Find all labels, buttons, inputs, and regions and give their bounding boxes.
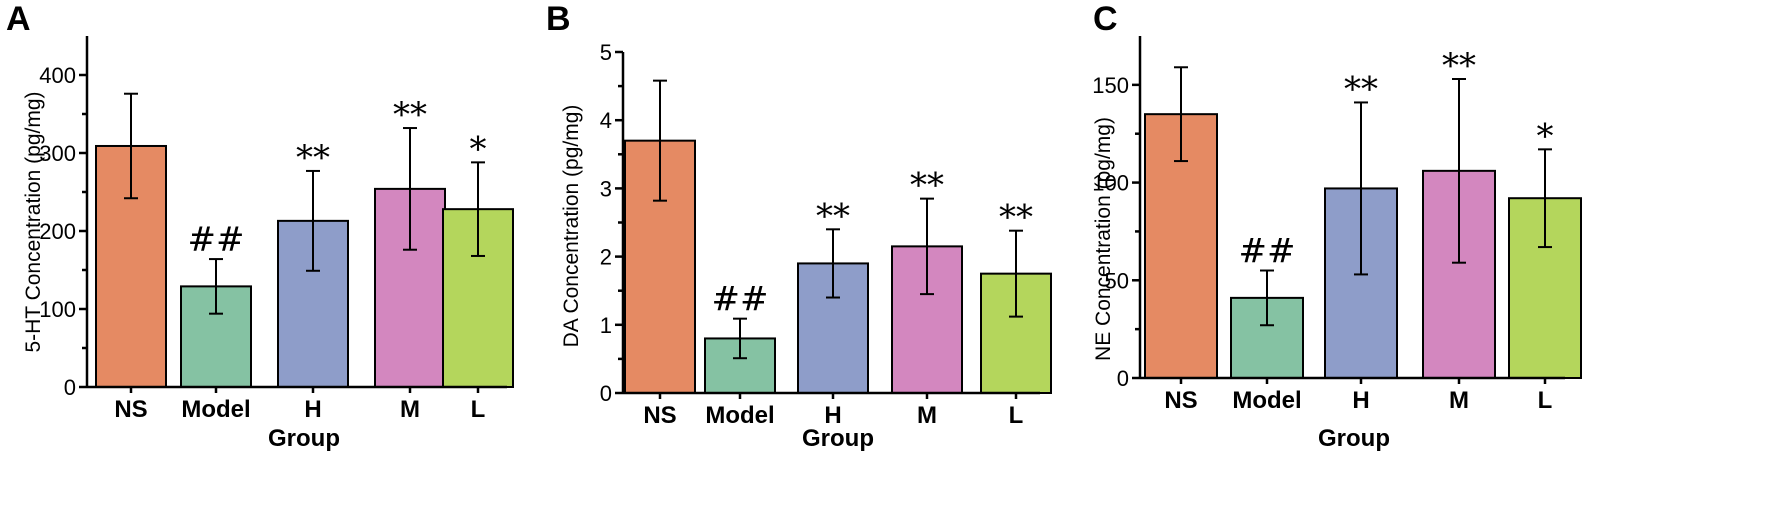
category-label: L [1009,402,1024,429]
category-label: H [304,396,321,423]
x-axis-title: Group [802,425,874,452]
category-label: NS [643,402,676,429]
y-tick-label: 1 [600,313,612,338]
y-axis-title: NE Concentration (pg/mg) [1092,117,1115,361]
y-tick-label: 200 [39,219,76,244]
category-label: NS [1164,387,1197,414]
significance-marker: ** [816,196,850,236]
category-label: L [1538,387,1553,414]
y-tick-label: 0 [1117,366,1129,391]
category-label: M [400,396,420,423]
x-axis-title: Group [268,425,340,452]
category-label: L [471,396,486,423]
category-label: Model [705,402,774,429]
y-axis-title: DA Concentration (pg/mg) [560,105,583,348]
y-tick-label: 0 [64,375,76,400]
y-tick-label: 2 [600,245,612,270]
y-tick-label: 300 [39,141,76,166]
category-label: Model [181,396,250,423]
category-label: M [1449,387,1469,414]
y-tick-label: 150 [1092,73,1129,98]
y-tick-label: 3 [600,176,612,201]
x-axis-title: Group [1318,425,1390,452]
y-tick-label: 100 [1092,171,1129,196]
y-tick-label: 5 [600,40,612,65]
category-label: H [1352,387,1369,414]
significance-marker: ** [393,95,427,135]
significance-marker: ** [910,166,944,206]
category-label: H [824,402,841,429]
y-tick-label: 50 [1105,268,1129,293]
y-tick-label: 0 [600,381,612,406]
significance-marker: ** [296,138,330,178]
y-axis-title: 5-HT Concentration (pg/mg) [22,91,45,352]
y-tick-label: 4 [600,108,612,133]
significance-marker: ** [1442,46,1476,86]
category-label: Model [1232,387,1301,414]
y-tick-label: 400 [39,63,76,88]
significance-marker: ## [1239,232,1296,272]
category-label: NS [114,396,147,423]
significance-marker: ** [999,198,1033,238]
significance-marker: ## [188,220,245,260]
panel-b: B 0 1 2 3 4 5 NS Model H M L ## ** ** ** Group DA Co… [546,0,1052,452]
significance-marker: ## [712,280,769,320]
panel-label: B [546,0,571,38]
y-tick-label: 100 [39,297,76,322]
category-label: M [917,402,937,429]
significance-marker: * [470,129,487,169]
significance-marker: ** [1344,69,1378,109]
significance-marker: * [1537,116,1554,156]
panel-label: A [6,0,31,38]
panel-label: C [1093,0,1118,38]
